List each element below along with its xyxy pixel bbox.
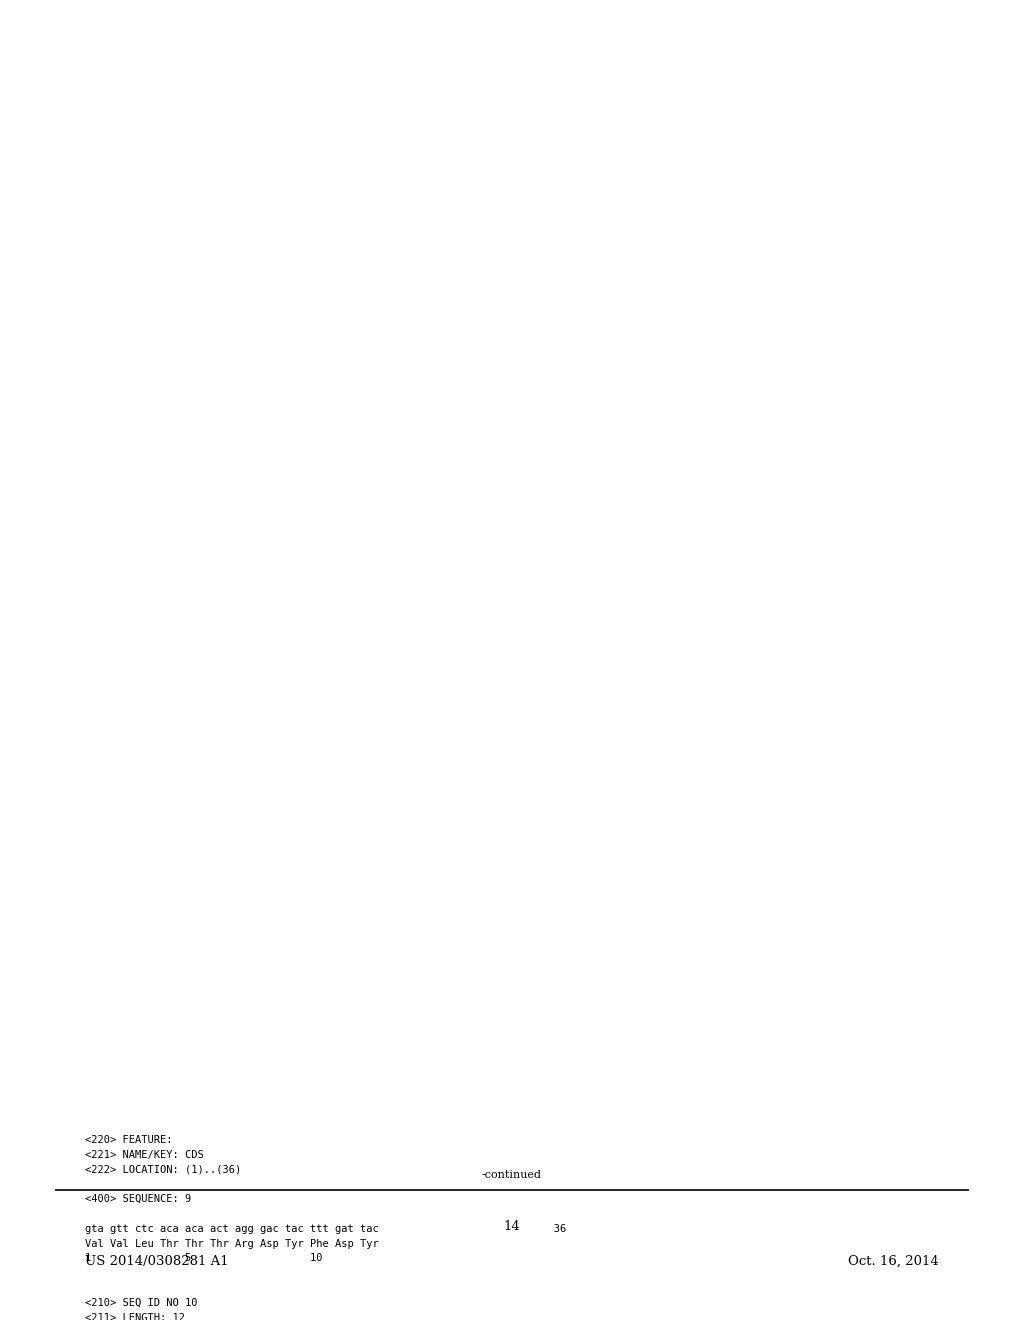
- Text: 1               5                   10: 1 5 10: [85, 1254, 323, 1263]
- Text: Val Val Leu Thr Thr Thr Arg Asp Tyr Phe Asp Tyr: Val Val Leu Thr Thr Thr Arg Asp Tyr Phe …: [85, 1238, 379, 1249]
- Text: 14: 14: [504, 1220, 520, 1233]
- Text: <211> LENGTH: 12: <211> LENGTH: 12: [85, 1312, 185, 1320]
- Text: <222> LOCATION: (1)..(36): <222> LOCATION: (1)..(36): [85, 1164, 242, 1175]
- Text: <400> SEQUENCE: 9: <400> SEQUENCE: 9: [85, 1195, 191, 1204]
- Text: -continued: -continued: [482, 1170, 542, 1180]
- Text: Oct. 16, 2014: Oct. 16, 2014: [848, 1255, 939, 1269]
- Text: <220> FEATURE:: <220> FEATURE:: [85, 1135, 172, 1144]
- Text: gta gtt ctc aca aca act agg gac tac ttt gat tac                            36: gta gtt ctc aca aca act agg gac tac ttt …: [85, 1224, 566, 1234]
- Text: <210> SEQ ID NO 10: <210> SEQ ID NO 10: [85, 1298, 198, 1308]
- Text: US 2014/0308281 A1: US 2014/0308281 A1: [85, 1255, 228, 1269]
- Text: <221> NAME/KEY: CDS: <221> NAME/KEY: CDS: [85, 1150, 204, 1160]
